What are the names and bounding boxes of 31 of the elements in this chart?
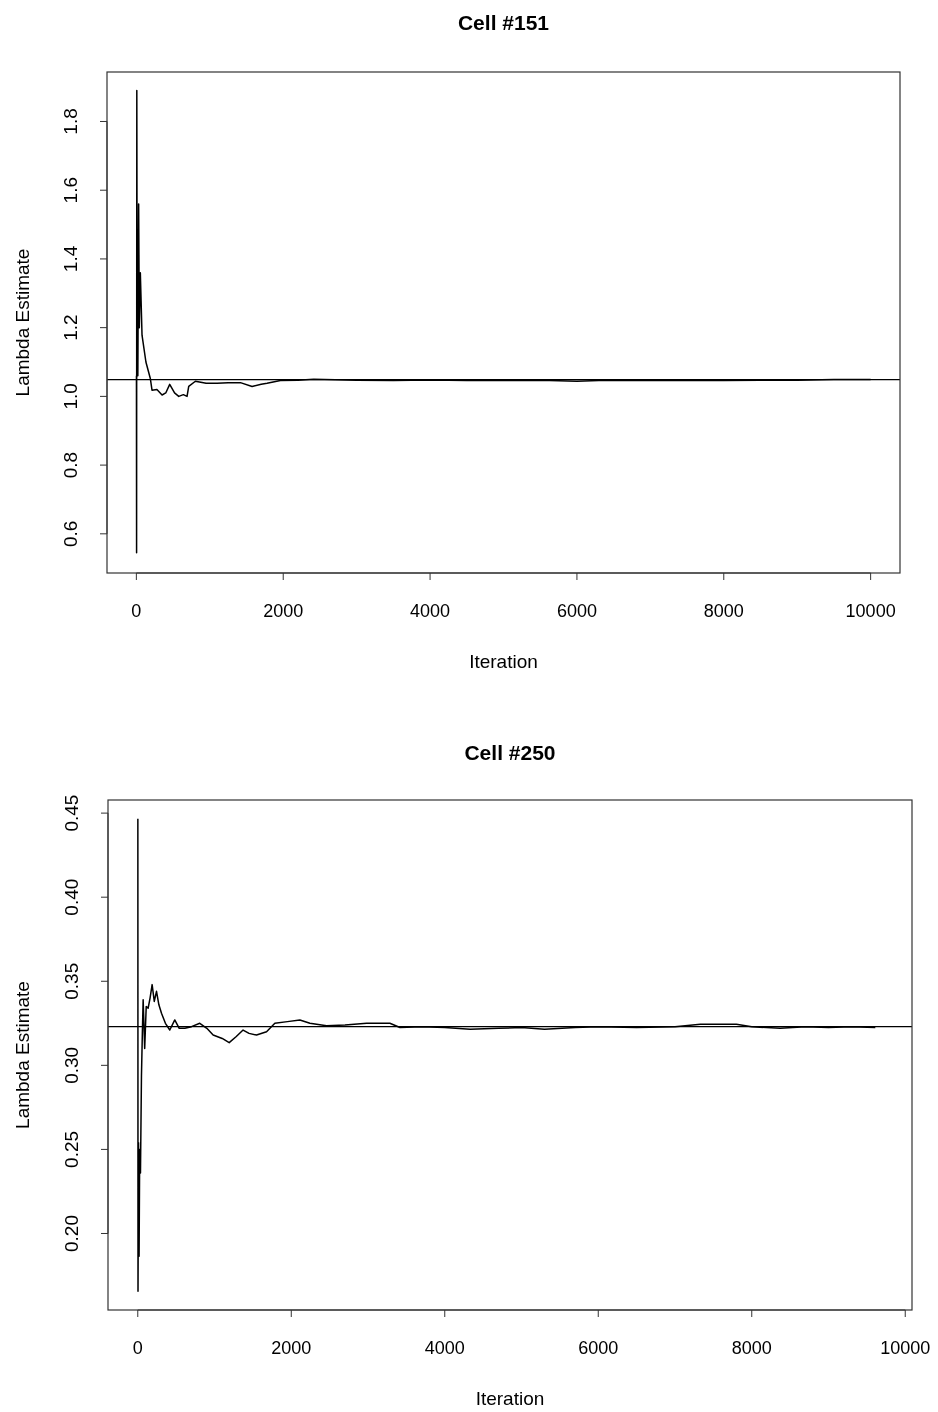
chart-title: Cell #250 bbox=[464, 741, 556, 764]
y-tick-label: 1.4 bbox=[60, 245, 81, 273]
x-tick-label: 10000 bbox=[880, 1338, 931, 1358]
chart-title: Cell #151 bbox=[457, 11, 550, 34]
y-tick-label: 0.25 bbox=[61, 1130, 82, 1168]
y-tick-label: 1.0 bbox=[60, 383, 81, 410]
x-tick-label: 8000 bbox=[731, 1338, 772, 1358]
y-tick-label: 1.6 bbox=[60, 176, 81, 204]
x-tick-label: 2000 bbox=[271, 1338, 312, 1358]
x-axis-title: Iteration bbox=[475, 1388, 545, 1409]
y-tick-label: 1.2 bbox=[60, 314, 81, 341]
x-tick-label: 0 bbox=[131, 601, 142, 621]
y-tick-label: 0.40 bbox=[61, 878, 82, 916]
y-tick-label: 1.8 bbox=[60, 108, 81, 135]
x-tick-label: 4000 bbox=[410, 601, 451, 621]
y-tick-label: 0.6 bbox=[60, 520, 81, 548]
x-tick-label: 4000 bbox=[424, 1338, 465, 1358]
x-tick-label: 6000 bbox=[556, 601, 597, 621]
x-tick-label: 8000 bbox=[703, 601, 744, 621]
x-tick-label: 10000 bbox=[845, 601, 896, 621]
y-tick-label: 0.45 bbox=[61, 794, 82, 832]
y-tick-label: 0.20 bbox=[61, 1215, 82, 1252]
x-axis-title: Iteration bbox=[469, 651, 538, 672]
x-tick-label: 2000 bbox=[263, 601, 304, 621]
y-tick-label: 0.35 bbox=[61, 962, 82, 1000]
y-tick-label: 0.30 bbox=[61, 1046, 82, 1084]
x-tick-label: 6000 bbox=[578, 1338, 619, 1358]
y-axis-title: Lambda Estimate bbox=[12, 981, 33, 1129]
y-axis-title: Lambda Estimate bbox=[12, 248, 33, 397]
y-tick-label: 0.8 bbox=[60, 451, 81, 479]
x-tick-label: 0 bbox=[132, 1338, 143, 1358]
